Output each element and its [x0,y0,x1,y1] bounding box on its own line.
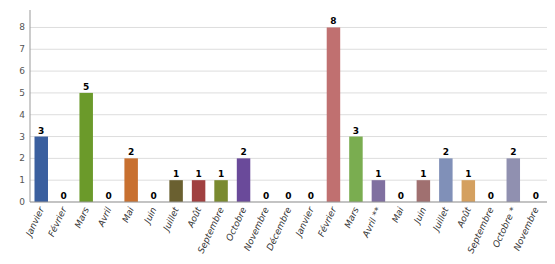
x-tick-label: Janvier [293,204,317,239]
data-label: 0 [106,191,112,201]
y-grid [30,27,547,202]
data-label: 2 [510,147,516,157]
x-tick-label: Janvier [23,204,47,239]
bar [79,93,92,202]
grid-line [30,136,547,137]
y-tick-label: 4 [19,110,25,120]
data-label: 0 [308,191,314,201]
data-label: 0 [398,191,404,201]
bar [417,180,430,202]
data-label: 0 [263,191,269,201]
bar [327,27,340,202]
bar [237,158,250,202]
grid-line [30,114,547,115]
y-tick-label: 3 [19,132,25,142]
x-tick-label: Avril ** [360,205,383,240]
bar [169,180,182,202]
x-tick-label: Juin [142,205,159,226]
grid-line [30,202,547,203]
x-tick-label: Mars [343,205,361,229]
data-label: 1 [173,169,179,179]
data-label: 1 [375,169,381,179]
x-tick-label: Février [46,204,69,238]
y-tick-label: 8 [19,22,25,32]
bar [349,137,362,202]
data-label: 1 [218,169,224,179]
chart-container: 01234567830502011120008310121020JanvierF… [0,0,555,264]
x-tick-label: Mai [390,205,406,224]
grid-line [30,27,547,28]
data-label: 0 [61,191,67,201]
grid-line [30,71,547,72]
y-tick-label: 2 [19,153,25,163]
data-label: 0 [533,191,539,201]
x-tick-label: Septembre [466,205,496,255]
data-label: 2 [443,147,449,157]
y-axis: 0 1 2 3 4 5 6 7 8 [19,22,25,207]
data-label: 8 [330,16,336,26]
y-tick-label: 6 [19,66,25,76]
data-label: 2 [240,147,246,157]
y-tick-label: 1 [19,175,25,185]
x-tick-label: Juillet [430,205,451,234]
data-label: 0 [488,191,494,201]
y-tick-label: 7 [19,44,25,54]
x-tick-label: Août [455,205,474,229]
grid-line [30,92,547,93]
x-tick-label: Novembre [512,205,541,252]
data-label: 1 [465,169,471,179]
bar [214,180,227,202]
data-label: 1 [195,169,201,179]
chart: 01234567830502011120008310121020JanvierF… [0,0,555,264]
data-label: 3 [353,126,359,136]
x-tick-label: Mars [73,205,91,229]
x-tick-label: Avril [95,205,113,229]
bar [124,158,137,202]
bar [462,180,475,202]
data-label: 3 [38,126,44,136]
y-tick-label: 0 [19,197,25,207]
grid-line [30,49,547,50]
x-axis-line [30,202,547,203]
bar [34,137,47,202]
bar [192,180,205,202]
data-label: 5 [83,82,89,92]
x-tick-label: Février [316,204,339,238]
data-label: 0 [285,191,291,201]
x-axis: JanvierFévrierMarsAvrilMaiJuinJuilletAoû… [23,204,541,254]
x-tick-label: Décembre [265,205,294,252]
x-tick-label: Mai [120,205,136,224]
y-tick-label: 5 [19,88,25,98]
bar [439,158,452,202]
bar [372,180,385,202]
data-label: 0 [150,191,156,201]
bars [34,27,520,202]
x-tick-label: Juin [411,205,428,226]
x-tick-label: Août [185,205,204,229]
bar [507,158,520,202]
data-label: 2 [128,147,134,157]
x-tick-label: Septembre [196,205,226,255]
x-tick-label: Juillet [160,205,181,234]
grid-line [30,158,547,159]
x-tick-label: Octobre [224,205,248,242]
data-labels: 3 0 5 0 2 0 1 1 1 2 0 0 0 8 3 1 0 1 2 1 0 2 0 [38,16,539,201]
data-label: 1 [420,169,426,179]
y-axis-line [30,10,31,202]
